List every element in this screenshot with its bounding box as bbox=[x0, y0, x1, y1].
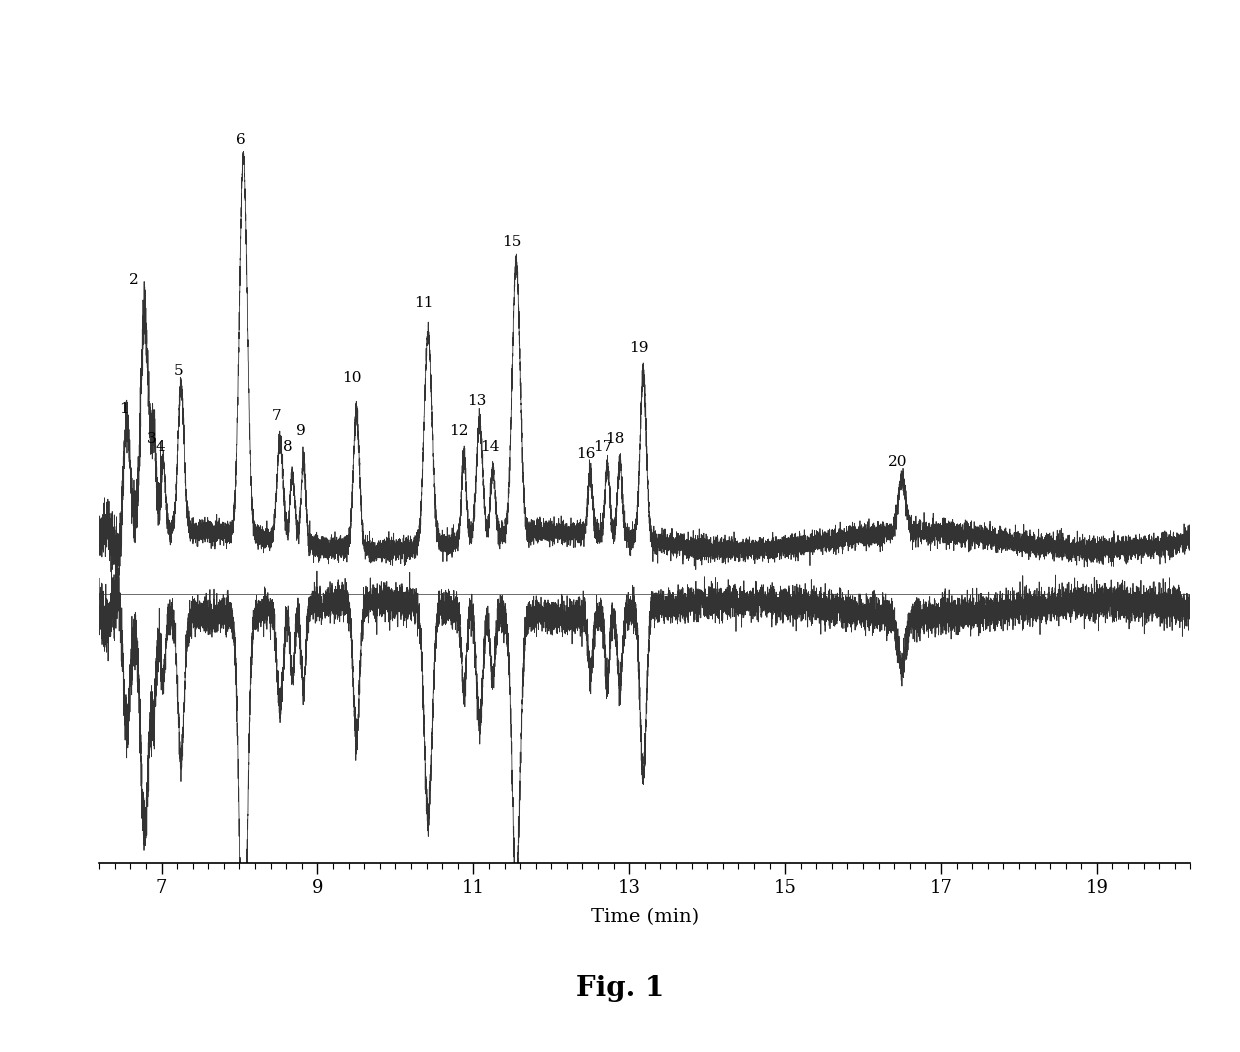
Text: Fig. 1: Fig. 1 bbox=[575, 975, 665, 1003]
Text: 7: 7 bbox=[272, 409, 281, 423]
Text: 10: 10 bbox=[342, 371, 362, 385]
Text: 13: 13 bbox=[466, 394, 486, 408]
Text: 2: 2 bbox=[129, 272, 139, 287]
Text: 11: 11 bbox=[414, 296, 433, 309]
Text: 1: 1 bbox=[119, 402, 129, 416]
Text: 17: 17 bbox=[593, 440, 613, 453]
Text: 20: 20 bbox=[888, 454, 908, 469]
Text: 16: 16 bbox=[575, 447, 595, 461]
Text: 3: 3 bbox=[146, 432, 156, 446]
Text: 14: 14 bbox=[480, 440, 500, 453]
Text: 4: 4 bbox=[155, 440, 165, 453]
Text: 18: 18 bbox=[605, 432, 625, 446]
Text: 19: 19 bbox=[629, 341, 649, 356]
Text: 5: 5 bbox=[174, 364, 184, 378]
Text: 6: 6 bbox=[236, 133, 246, 147]
Text: 9: 9 bbox=[296, 424, 306, 439]
X-axis label: Time (min): Time (min) bbox=[590, 908, 699, 926]
Text: 15: 15 bbox=[502, 235, 521, 249]
Text: 12: 12 bbox=[450, 424, 469, 439]
Text: 8: 8 bbox=[283, 440, 293, 453]
